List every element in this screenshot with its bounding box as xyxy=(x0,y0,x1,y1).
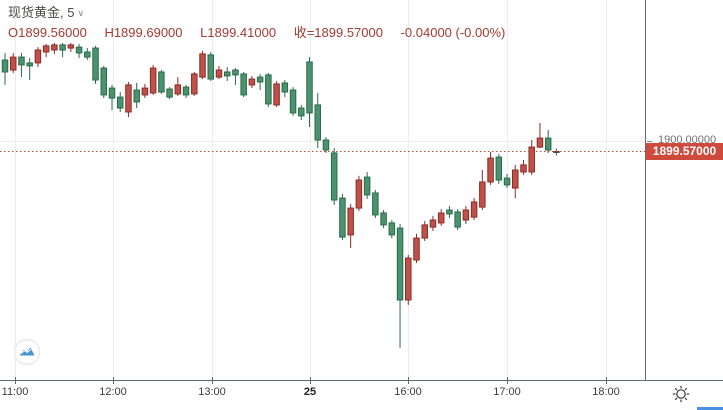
time-label: 18:00 xyxy=(592,386,620,398)
time-label: 12:00 xyxy=(99,386,127,398)
low-label: L xyxy=(200,25,208,40)
open-value: 1899.56000 xyxy=(18,25,87,40)
last-price-tag: 1899.57000 xyxy=(646,142,723,160)
change-value: -0.04000 (-0.00%) xyxy=(400,25,506,40)
chevron-down-icon[interactable]: ∨ xyxy=(77,8,85,18)
close-value: 1899.57000 xyxy=(314,25,383,40)
low-value: 1899.41000 xyxy=(207,25,277,40)
watermark-logo xyxy=(13,338,41,366)
close-label: 收= xyxy=(293,25,315,40)
time-label: 16:00 xyxy=(394,386,422,398)
high-label: H xyxy=(104,25,114,40)
time-label: 11:00 xyxy=(1,386,29,398)
time-axis[interactable]: 11:00 12:00 13:00 25 16:00 17:00 18:00 xyxy=(0,386,645,406)
legend: 现货黄金, 5 ∨ O1899.56000 H1899.69000 L1899.4… xyxy=(8,4,519,41)
bottom-right-blue-strip xyxy=(697,407,723,410)
high-value: 1899.69000 xyxy=(113,25,183,40)
open-label: O xyxy=(8,25,19,40)
ohlc-readout: O1899.56000 H1899.69000 L1899.41000 收=18… xyxy=(8,24,519,41)
price-axis-tick xyxy=(647,140,652,142)
time-label: 13:00 xyxy=(198,386,226,398)
time-label: 17:00 xyxy=(493,386,521,398)
symbol-title[interactable]: 现货黄金, 5 xyxy=(8,5,75,20)
settings-gear-icon[interactable] xyxy=(671,384,691,404)
time-label: 25 xyxy=(303,386,317,398)
